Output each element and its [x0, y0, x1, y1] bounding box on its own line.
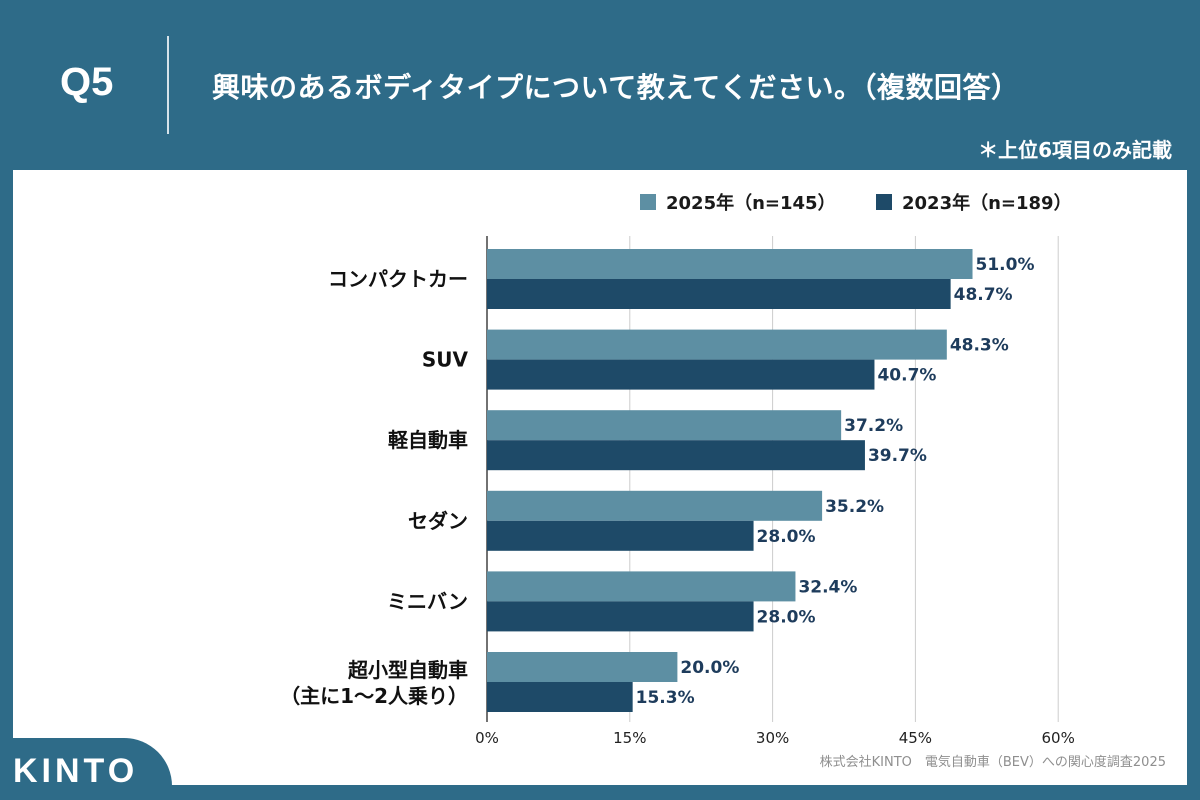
category-label: ミニバン [387, 589, 468, 613]
bar-value-label: 15.3% [636, 688, 695, 708]
bar-value-label: 20.0% [680, 658, 739, 678]
bar [487, 329, 947, 360]
bar [487, 440, 865, 471]
x-tick-label: 30% [756, 729, 789, 747]
bar [487, 652, 678, 682]
x-tick-label: 60% [1042, 729, 1075, 747]
x-tick-label: 0% [475, 729, 499, 747]
bar-value-label: 28.0% [757, 607, 816, 627]
bar-value-label: 32.4% [798, 577, 857, 597]
bar [487, 520, 754, 551]
category-label: SUV [422, 348, 469, 372]
header-divider [167, 36, 169, 134]
legend-label: 2025年（n=145） [666, 192, 836, 214]
bar-value-label: 39.7% [868, 446, 927, 466]
legend-swatch [876, 194, 892, 210]
question-number: Q5 [60, 60, 114, 104]
bar-value-label: 35.2% [825, 497, 884, 517]
x-tick-label: 45% [899, 729, 932, 747]
source-credit: 株式会社KINTO 電気自動車（BEV）への関心度調査2025 [819, 755, 1166, 770]
bar [487, 249, 973, 279]
category-label: セダン [408, 509, 468, 533]
bar-value-label: 51.0% [976, 255, 1035, 275]
bar [487, 279, 951, 309]
legend-swatch [640, 194, 656, 210]
kinto-logo: KINTO [13, 752, 139, 790]
category-label: コンパクトカー [328, 267, 468, 291]
bar-value-label: 40.7% [877, 366, 936, 386]
bar-value-label: 48.3% [950, 336, 1009, 356]
category-label: 超小型自動車 [347, 658, 468, 682]
header: Q5 興味のあるボディタイプについて教えてください。（複数回答） ＊上位6項目の… [0, 0, 1200, 170]
bar-value-label: 48.7% [954, 285, 1013, 305]
legend-label: 2023年（n=189） [902, 192, 1072, 214]
top-items-note: ＊上位6項目のみ記載 [978, 138, 1172, 162]
bar [487, 601, 754, 632]
question-title: 興味のあるボディタイプについて教えてください。（複数回答） [212, 71, 1020, 104]
bar-value-label: 37.2% [844, 416, 903, 436]
bar [487, 682, 633, 712]
bar [487, 410, 842, 441]
bar [487, 571, 796, 602]
category-label: 軽自動車 [388, 428, 468, 452]
bar [487, 490, 823, 521]
x-tick-label: 15% [613, 729, 646, 747]
bottom-bar [0, 785, 1200, 800]
category-label-sub: （主に1～2人乗り） [280, 684, 468, 708]
bar-value-label: 28.0% [757, 527, 816, 547]
bar [487, 359, 875, 390]
